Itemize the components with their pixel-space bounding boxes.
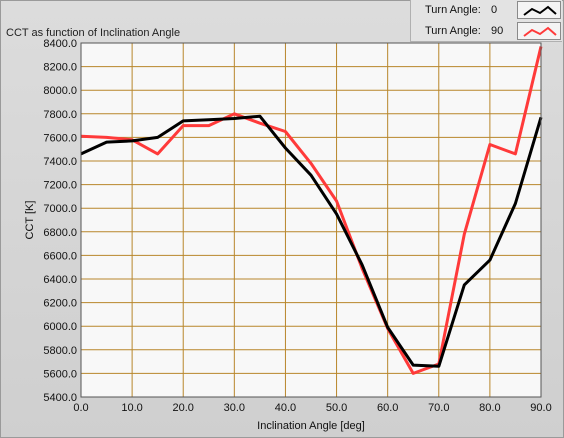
y-tick-label: 6800.0 (43, 227, 77, 239)
y-tick-label: 7400.0 (43, 156, 77, 168)
y-tick-label: 8400.0 (43, 38, 77, 50)
x-tick-label: 50.0 (326, 402, 347, 414)
y-tick-label: 8000.0 (43, 85, 77, 97)
legend-value-0: 0 (491, 4, 498, 16)
y-tick-label: 5600.0 (43, 368, 77, 380)
y-tick-label: 6400.0 (43, 274, 77, 286)
y-tick-label: 6200.0 (43, 298, 77, 310)
legend-line-icon-0 (523, 5, 557, 16)
series-line-0[interactable] (80, 114, 543, 368)
plot-frame (80, 42, 542, 398)
legend-swatch-1[interactable] (517, 22, 561, 40)
x-tick-label: 90.0 (530, 402, 551, 414)
x-axis-label: Inclination Angle [deg] (257, 420, 365, 432)
x-tick-label: 10.0 (121, 402, 142, 414)
series-lines (80, 46, 543, 375)
y-tick-label: 7200.0 (43, 180, 77, 192)
y-tick-label: 6600.0 (43, 250, 77, 262)
x-tick-label: 60.0 (377, 402, 398, 414)
plot-legend[interactable]: Turn Angle: 0 Turn Angle: 90 (410, 0, 562, 42)
x-tick-label: 20.0 (173, 402, 194, 414)
chart-title: CCT as function of Inclination Angle (6, 27, 181, 39)
y-axis-label: CCT [K] (24, 201, 36, 240)
y-tick-label: 6000.0 (43, 321, 77, 333)
legend-line-icon-1 (523, 26, 557, 37)
y-tick-label: 7600.0 (43, 132, 77, 144)
legend-entry-0[interactable]: Turn Angle: 0 (411, 0, 563, 20)
legend-label-0: Turn Angle: (425, 4, 481, 16)
plot-area[interactable] (81, 43, 541, 397)
x-tick-label: 30.0 (224, 402, 245, 414)
x-tick-label: 80.0 (479, 402, 500, 414)
y-tick-label: 7000.0 (43, 203, 77, 215)
x-tick-label: 70.0 (428, 402, 449, 414)
y-tick-label: 7800.0 (43, 109, 77, 121)
y-tick-label: 8200.0 (43, 62, 77, 74)
y-tick-label: 5400.0 (43, 392, 77, 404)
tick-labels: 0.0 10.0 20.0 30.0 40.0 50.0 60.0 70.0 80.0 90.0 5… (43, 38, 551, 414)
x-tick-label: 40.0 (275, 402, 296, 414)
legend-label-1: Turn Angle: (425, 25, 481, 37)
x-tick-label: 0.0 (73, 402, 88, 414)
legend-value-1: 90 (491, 25, 504, 37)
series-line-1[interactable] (80, 46, 543, 375)
y-tick-label: 5800.0 (43, 345, 77, 357)
legend-swatch-0[interactable] (517, 1, 561, 19)
legend-entry-1[interactable]: Turn Angle: 90 (411, 21, 563, 41)
